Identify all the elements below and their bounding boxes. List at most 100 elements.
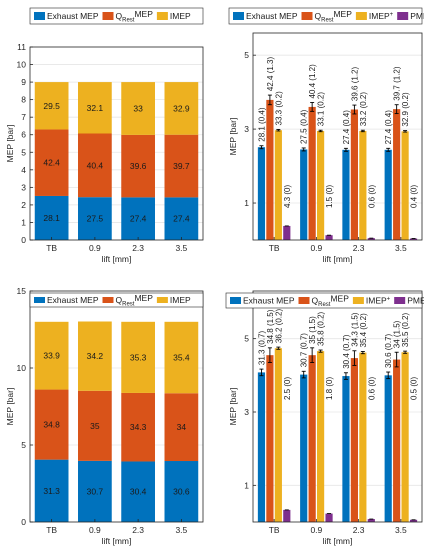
legend-swatch-pmep	[397, 12, 409, 20]
bar-value-label: 33.2 (0.2)	[359, 92, 368, 127]
bar-imep	[401, 131, 409, 240]
bar-value-label: 28.1 (0.4)	[257, 107, 266, 142]
bar-value-label: 35	[90, 421, 100, 431]
bar-pmep	[283, 225, 291, 240]
bar-value-label: 34.8	[43, 420, 60, 430]
bar-value-label: 40.4	[87, 160, 104, 170]
legend-label-subscript: Rest	[321, 18, 334, 24]
legend-swatch-imep	[156, 297, 168, 303]
x-tick-label: 0.9	[89, 525, 101, 535]
bar-value-label: 1.8 (0)	[325, 377, 334, 400]
y-tick-label: 0	[21, 517, 26, 527]
y-tick-label: 5	[244, 50, 249, 60]
legend-label: MEP	[333, 9, 352, 19]
bar-value-label: 30.7	[87, 486, 104, 496]
x-tick-label: 0.9	[310, 525, 322, 535]
bar-value-label: 30.7 (0.7)	[300, 333, 309, 368]
bar-value-label: 0.5 (0)	[410, 377, 419, 400]
bar-exhaust	[121, 461, 155, 522]
bar-pmep	[283, 509, 291, 522]
bar-value-label: 42.4	[43, 158, 60, 168]
y-tick-label: 9	[21, 77, 26, 87]
x-tick-label: TB	[46, 525, 57, 535]
y-tick-label: 5	[21, 147, 26, 157]
y-tick-label: 5	[21, 440, 26, 450]
legend-label: Exhaust MEP	[47, 295, 99, 305]
bar-value-label: 33.9	[43, 351, 60, 361]
legend-label: Exhaust MEP	[243, 296, 295, 306]
legend-box	[228, 7, 423, 25]
bar-value-label: 39.6 (1.2)	[350, 67, 359, 102]
bar-exhaust	[384, 375, 392, 522]
y-tick-label: 3	[21, 182, 26, 192]
bar-pmep	[325, 235, 333, 240]
x-tick-label: 3.5	[395, 243, 407, 253]
chart-panel-2: 1 3 5 28.1 (0.4) 42.4 (1.3)33.3 (0.2) 4.3 (0)…	[228, 7, 424, 264]
bar-exhaust	[257, 372, 266, 522]
bar-exhaust	[78, 460, 112, 522]
axes-frame	[252, 32, 423, 241]
legend-label: Q	[312, 296, 319, 306]
legend-label: IMEP	[170, 295, 191, 305]
x-tick-label: 2.3	[132, 243, 144, 253]
bar-value-label: 34	[177, 422, 187, 432]
axes-frame	[29, 290, 204, 523]
bar-imep	[317, 351, 325, 522]
bar-imep	[78, 321, 112, 391]
bar-exhaust	[384, 149, 392, 240]
legend-label: IMEP	[366, 296, 387, 306]
y-axis-label: MEP [bar]	[5, 388, 15, 426]
bar-value-label: 39.7 (1.2)	[393, 66, 402, 101]
y-tick-label: 0	[21, 235, 26, 245]
bar-exhaust	[300, 149, 308, 240]
legend-swatch-exhaust	[233, 12, 244, 20]
legend-label: MEP	[134, 9, 153, 19]
bar-value-label: 35.3	[130, 352, 147, 362]
y-tick-label: 10	[17, 60, 27, 70]
bar-value-label: 32.9 (0.2)	[401, 92, 410, 127]
x-tick-label: 3.5	[175, 243, 187, 253]
axes-frame	[29, 46, 204, 241]
bar-qrest	[266, 355, 274, 522]
bar-qrest	[266, 99, 274, 240]
chart-panel-1: 0 1 2 3 4 5 6 7 8 9 10 11 28.1 42.4 29.5 27.5 40.4 32.1 27…	[5, 7, 204, 264]
bar-value-label: 34 (1.5)	[393, 320, 402, 348]
bar-value-label: 35 (1.5)	[308, 316, 317, 344]
x-tick-label: TB	[269, 525, 280, 535]
y-tick-label: 3	[244, 124, 249, 134]
bar-qrest	[350, 109, 358, 240]
x-axis-label: lift [mm]	[323, 536, 353, 546]
bar-exhaust	[164, 197, 199, 240]
bar-qrest	[164, 393, 199, 462]
bar-imep	[34, 321, 69, 390]
y-tick-label: 4	[21, 165, 26, 175]
bar-value-label: 32.9	[173, 103, 190, 113]
bar-value-label: 35.4 (0.2)	[359, 313, 368, 348]
y-tick-label: 2	[21, 200, 26, 210]
legend-label-subscript: Rest	[122, 302, 135, 308]
bar-value-label: 30.4 (0.7)	[342, 334, 351, 369]
bar-qrest	[393, 359, 401, 522]
legend-label-superscript: +	[387, 297, 391, 303]
bar-value-label: 34.3	[130, 422, 147, 432]
legend-label-subscript: Rest	[122, 18, 135, 24]
bar-imep	[164, 321, 199, 394]
bar-pmep	[409, 238, 418, 240]
bar-qrest	[121, 134, 155, 198]
legend-swatch-exhaust	[34, 12, 45, 20]
bar-qrest	[34, 129, 69, 196]
bar-imep	[359, 352, 367, 522]
legend-swatch-qrest	[102, 297, 114, 303]
bar-value-label: 0.4 (0)	[410, 185, 419, 208]
bar-value-label: 4.3 (0)	[283, 185, 292, 208]
chart-panel-4: 1 3 5 31.3 (0.7)34.8 (1.5) 36.2 (0.2) 2.5 (0)…	[225, 290, 424, 546]
x-tick-label: 2.3	[132, 525, 144, 535]
x-tick-label: 2.3	[353, 243, 365, 253]
bar-value-label: 34.8 (1.5)	[266, 309, 275, 344]
bar-imep	[317, 130, 325, 240]
y-axis-label: MEP [bar]	[228, 388, 238, 426]
bar-value-label: 27.4 (0.4)	[384, 110, 393, 145]
legend-swatch-imep	[156, 12, 168, 20]
